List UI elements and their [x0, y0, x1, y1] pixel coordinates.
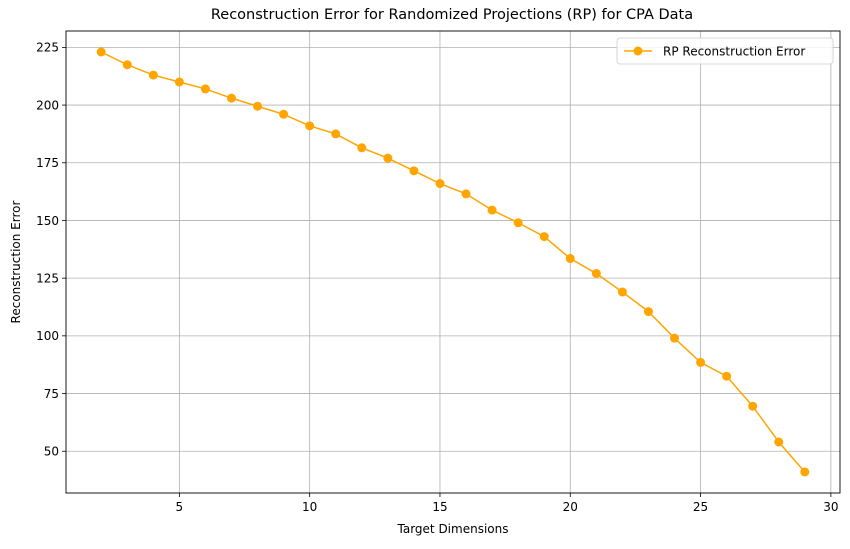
y-axis-label: Reconstruction Error: [9, 201, 23, 324]
data-point: [253, 101, 263, 111]
series-line: [100, 51, 806, 473]
y-axis-ticks: 50 75 100 125 150 175 200 225: [36, 41, 66, 459]
data-point: [200, 84, 210, 94]
data-point: [670, 333, 680, 343]
y-tick-label: 75: [44, 387, 59, 401]
data-point: [122, 60, 132, 70]
data-point: [357, 143, 367, 153]
x-axis-ticks: 5 10 15 20 25 30: [176, 493, 839, 514]
data-point: [774, 437, 784, 447]
y-tick-label: 225: [36, 41, 59, 55]
y-tick-label: 150: [36, 214, 59, 228]
data-point: [748, 401, 758, 411]
data-point: [617, 287, 627, 297]
data-point: [800, 467, 810, 477]
y-tick-label: 100: [36, 329, 59, 343]
legend: RP Reconstruction Error: [616, 37, 834, 65]
data-point: [409, 166, 419, 176]
data-point: [226, 93, 236, 103]
data-point: [331, 129, 341, 139]
data-point: [148, 70, 158, 80]
data-point: [487, 205, 497, 215]
x-axis-label: Target Dimensions: [397, 522, 509, 536]
plot-frame: [65, 30, 841, 494]
data-point: [174, 77, 184, 87]
legend-entry-label: RP Reconstruction Error: [663, 45, 805, 59]
x-tick-label: 5: [176, 500, 184, 514]
y-tick-label: 50: [44, 445, 59, 459]
data-point: [513, 218, 523, 228]
data-point: [643, 307, 653, 317]
series-layer: [96, 47, 810, 477]
x-tick-label: 10: [302, 500, 317, 514]
legend-marker-swatch: [633, 46, 643, 56]
y-tick-label: 125: [36, 271, 59, 285]
data-point: [565, 254, 575, 264]
y-tick-label: 175: [36, 156, 59, 170]
grid-lines: [66, 31, 840, 493]
x-tick-label: 20: [563, 500, 578, 514]
data-point: [279, 109, 289, 119]
data-point: [722, 371, 732, 381]
data-point: [539, 232, 549, 242]
x-tick-label: 30: [823, 500, 838, 514]
x-tick-label: 15: [432, 500, 447, 514]
x-tick-label: 25: [693, 500, 708, 514]
chart-title: Reconstruction Error for Randomized Proj…: [211, 7, 693, 23]
data-point: [461, 189, 471, 199]
data-point: [591, 269, 601, 279]
legend-box: [616, 37, 834, 65]
data-point: [305, 121, 315, 131]
data-point: [696, 357, 706, 367]
y-tick-label: 200: [36, 98, 59, 112]
data-point: [383, 153, 393, 163]
data-point: [96, 47, 106, 57]
data-point: [435, 179, 445, 189]
